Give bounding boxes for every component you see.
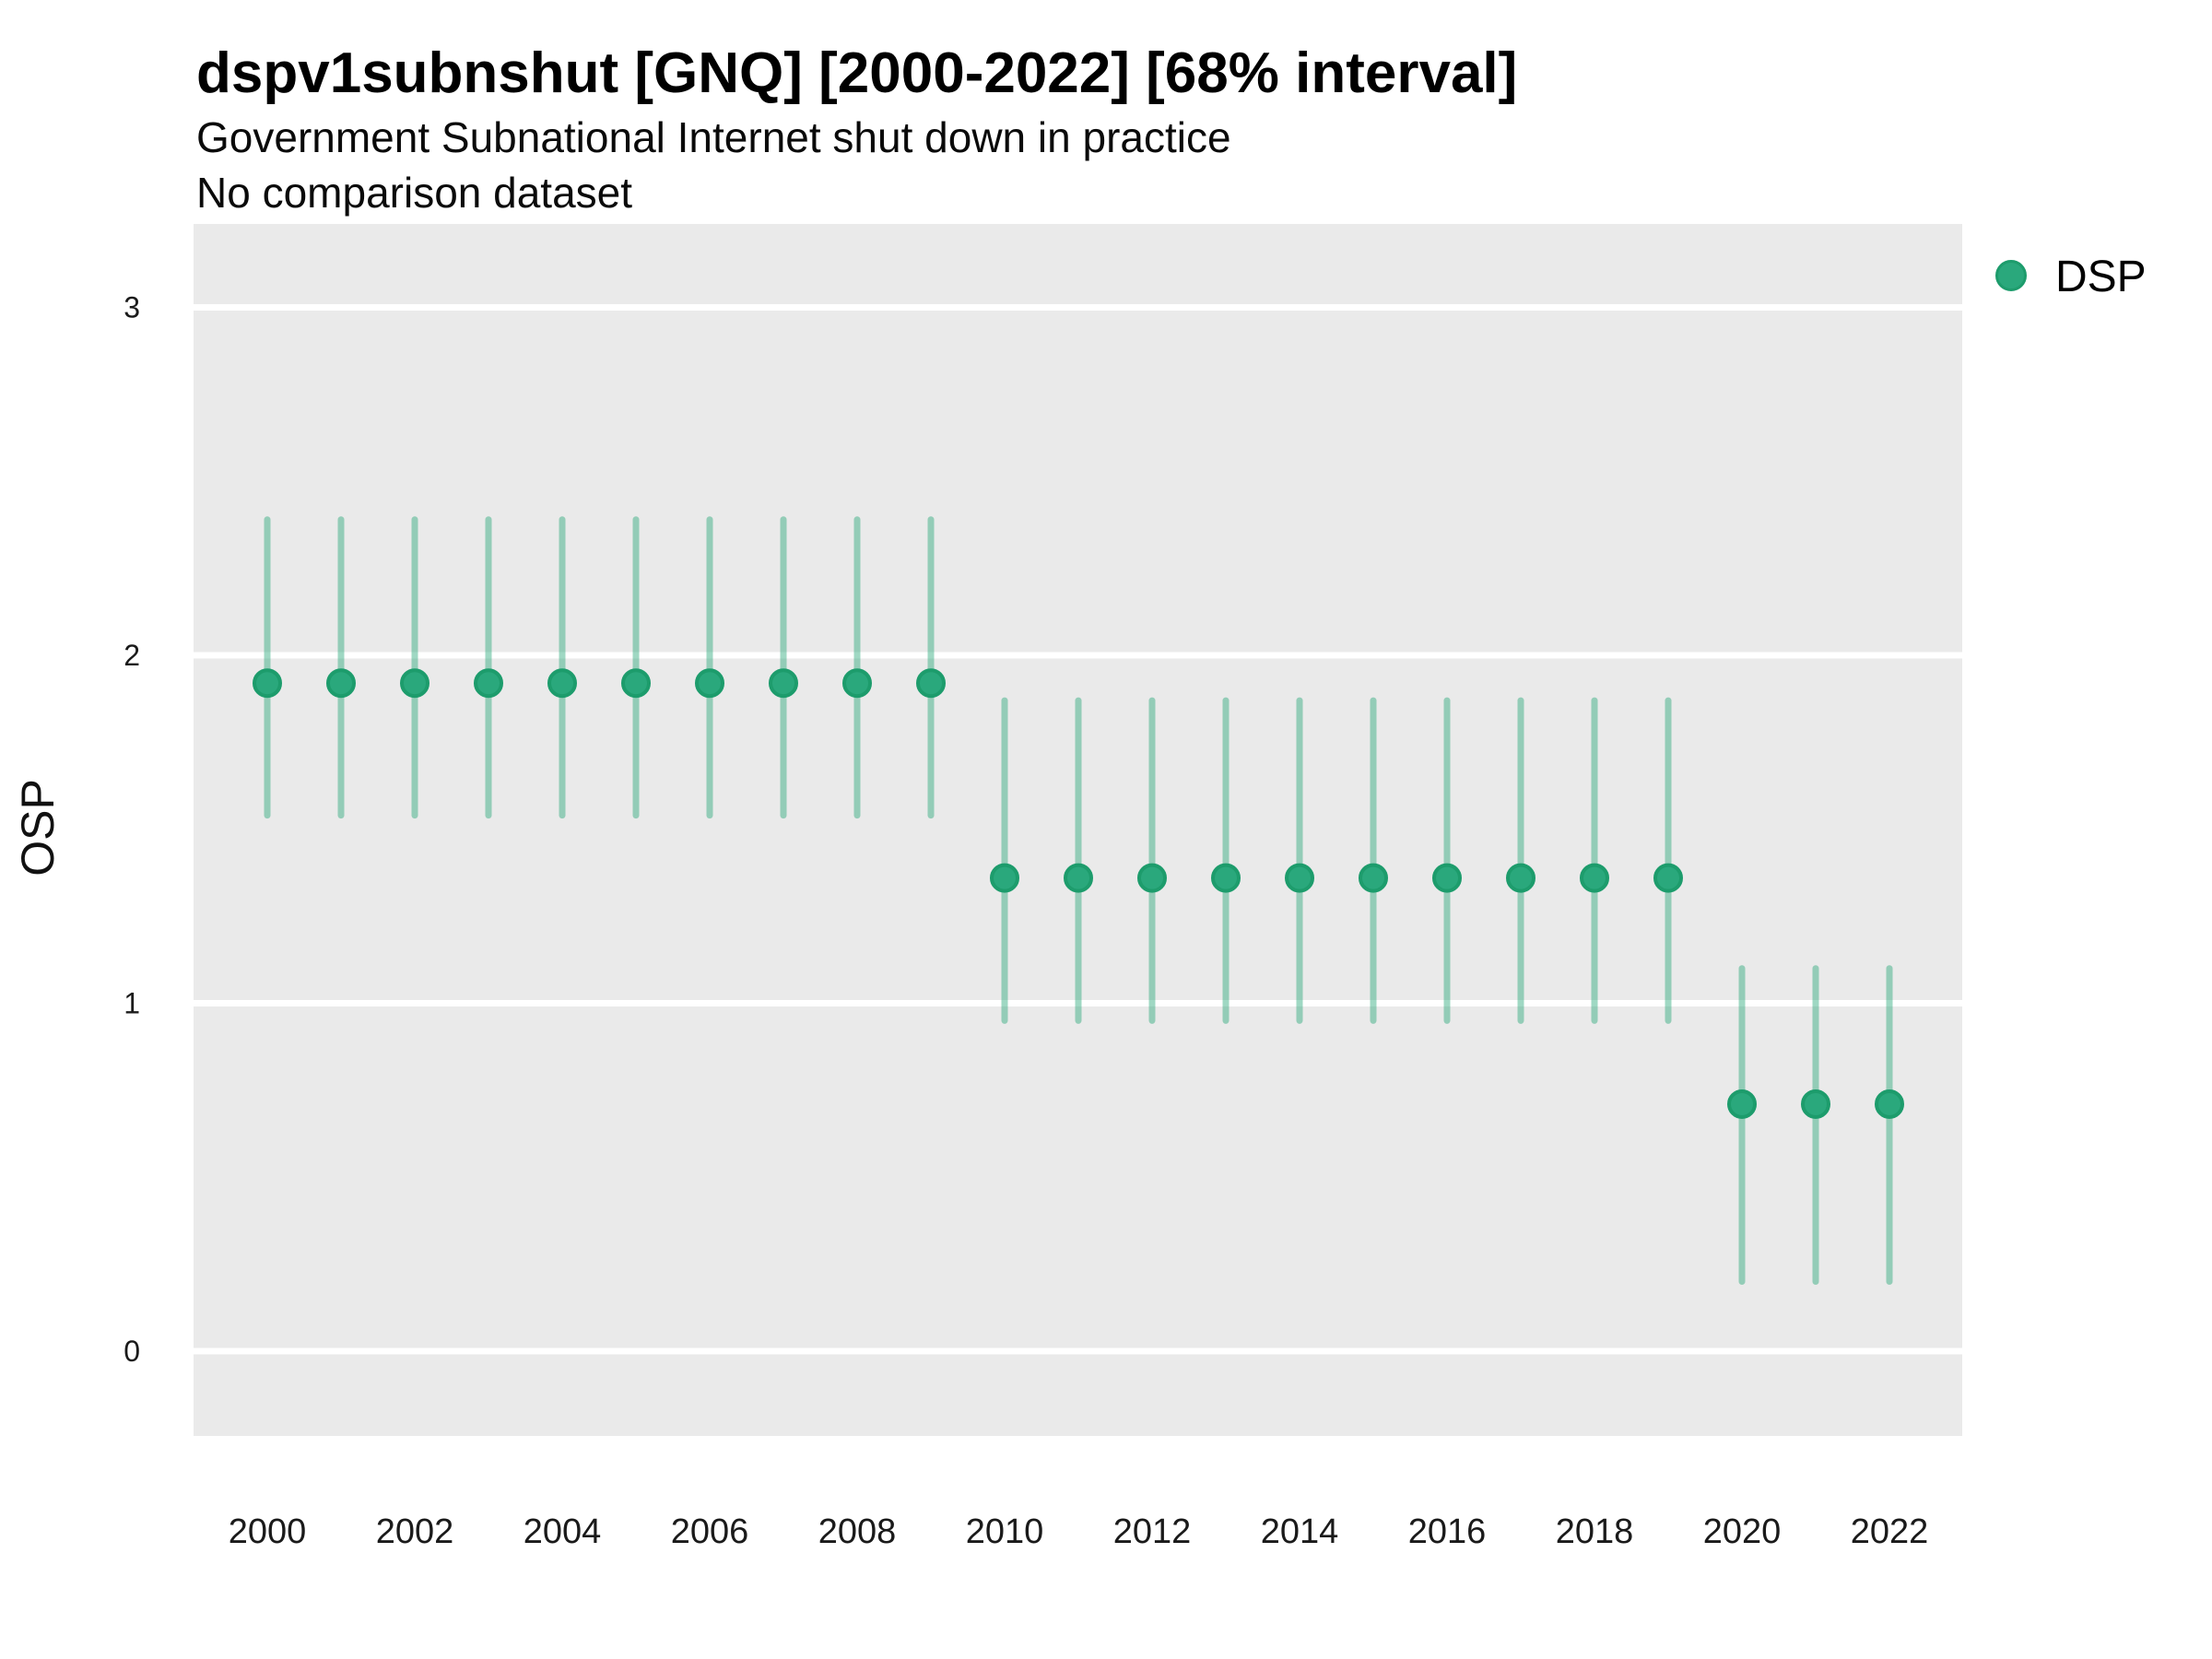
y-tick-label: 1 bbox=[124, 987, 140, 1020]
data-point bbox=[1064, 863, 1093, 893]
data-point bbox=[474, 668, 503, 699]
x-tick-label: 2000 bbox=[229, 1512, 307, 1551]
data-point bbox=[547, 668, 577, 699]
legend-label-dsp: DSP bbox=[2055, 253, 2147, 301]
x-tick-label: 2004 bbox=[524, 1512, 602, 1551]
comparison-note: No comparison dataset bbox=[196, 169, 633, 217]
x-tick-label: 2018 bbox=[1556, 1512, 1634, 1551]
chart-subtitle: Government Subnational Internet shut dow… bbox=[196, 113, 1231, 161]
data-point bbox=[1211, 863, 1241, 893]
y-tick-label: 3 bbox=[124, 291, 140, 324]
x-tick-label: 2006 bbox=[671, 1512, 749, 1551]
data-point bbox=[1506, 863, 1535, 893]
data-point bbox=[1432, 863, 1462, 893]
x-axis-tick-labels: 2000 2002 2004 2006 2008 2010 2012 2014 2016 2018… bbox=[229, 1512, 1929, 1551]
y-tick-label: 0 bbox=[124, 1335, 140, 1368]
data-point bbox=[1137, 863, 1167, 893]
x-tick-label: 2008 bbox=[818, 1512, 897, 1551]
data-point bbox=[400, 668, 429, 699]
legend-dot-dsp bbox=[1995, 260, 2027, 291]
legend: DSP bbox=[1995, 253, 2147, 301]
data-point bbox=[916, 668, 946, 699]
data-point bbox=[990, 863, 1019, 893]
data-point bbox=[1580, 863, 1609, 893]
data-point bbox=[1285, 863, 1314, 893]
x-tick-label: 2002 bbox=[376, 1512, 454, 1551]
x-tick-label: 2022 bbox=[1851, 1512, 1929, 1551]
data-point bbox=[1801, 1088, 1830, 1119]
data-point bbox=[695, 668, 724, 699]
data-point bbox=[769, 668, 798, 699]
y-tick-label: 2 bbox=[124, 639, 140, 672]
gridlines bbox=[194, 304, 1962, 1355]
chart-title: dspv1subnshut [GNQ] [2000-2022] [68% int… bbox=[196, 41, 1518, 105]
data-point bbox=[621, 668, 651, 699]
y-axis-tick-labels: 0 1 2 3 bbox=[124, 291, 140, 1369]
data-point bbox=[1727, 1088, 1757, 1119]
x-tick-label: 2012 bbox=[1113, 1512, 1192, 1551]
data-point bbox=[1875, 1088, 1904, 1119]
plot-panel bbox=[194, 224, 1962, 1436]
data-point bbox=[1653, 863, 1683, 893]
data-point bbox=[1359, 863, 1388, 893]
data-point bbox=[842, 668, 872, 699]
x-tick-label: 2010 bbox=[966, 1512, 1044, 1551]
series-dsp bbox=[253, 516, 1904, 1285]
data-point bbox=[253, 668, 282, 699]
x-tick-label: 2014 bbox=[1261, 1512, 1339, 1551]
x-tick-label: 2020 bbox=[1703, 1512, 1782, 1551]
data-point bbox=[326, 668, 356, 699]
y-axis-title: OSP bbox=[12, 779, 64, 877]
x-tick-label: 2016 bbox=[1408, 1512, 1487, 1551]
